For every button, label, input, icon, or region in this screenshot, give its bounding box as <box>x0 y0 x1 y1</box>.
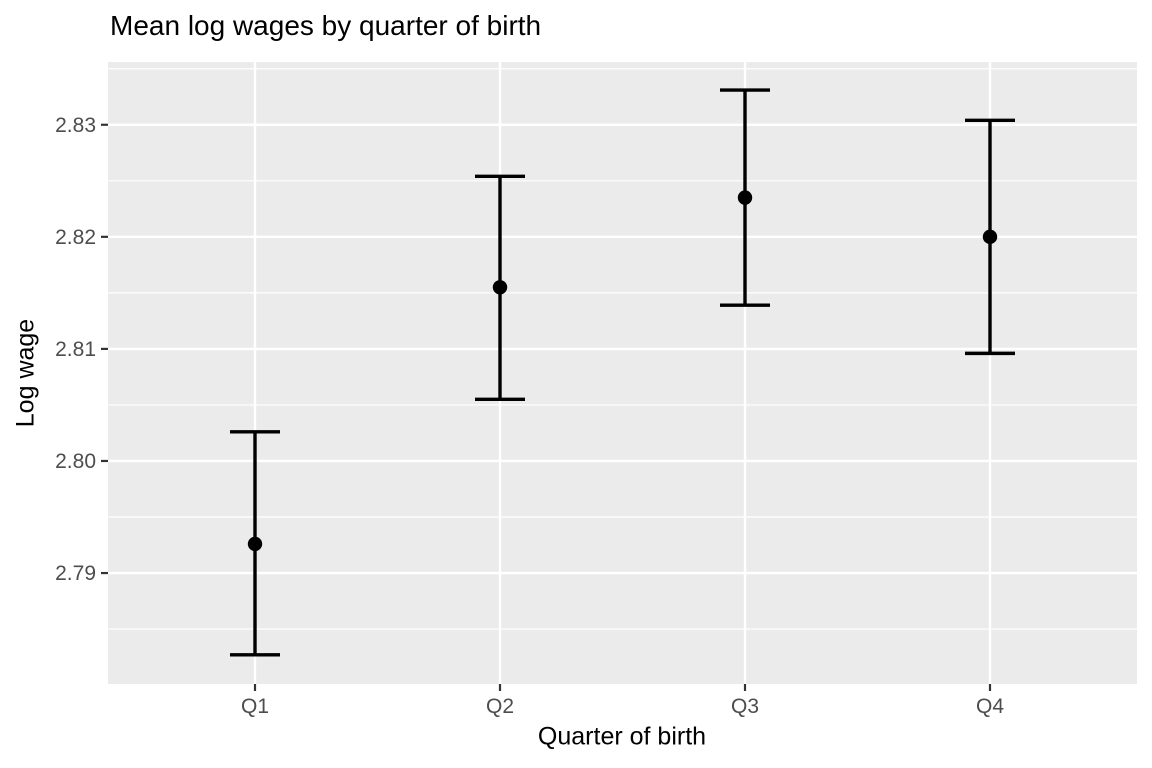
y-axis-title: Log wage <box>11 318 40 428</box>
chart-title: Mean log wages by quarter of birth <box>110 10 542 41</box>
x-tick-label: Q3 <box>731 695 759 718</box>
y-tick-label: 2.80 <box>55 450 96 473</box>
y-tick-label: 2.82 <box>55 226 96 249</box>
panel-background <box>108 62 1137 684</box>
x-axis-title: Quarter of birth <box>537 722 707 751</box>
y-tick-label: 2.83 <box>55 114 96 137</box>
data-point <box>247 536 263 552</box>
y-tick-label: 2.81 <box>55 338 96 361</box>
x-tick-label: Q1 <box>241 695 269 718</box>
y-tick-label: 2.79 <box>55 562 96 585</box>
data-point <box>492 280 508 295</box>
data-point <box>737 190 753 205</box>
x-tick-label: Q4 <box>976 695 1004 718</box>
x-tick-label: Q2 <box>486 695 514 718</box>
data-point <box>982 229 998 245</box>
